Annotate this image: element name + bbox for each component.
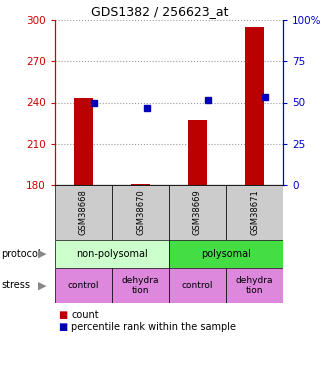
Bar — [226, 268, 283, 303]
Bar — [55, 185, 112, 240]
Bar — [169, 240, 283, 268]
Text: count: count — [71, 310, 99, 320]
Bar — [188, 120, 207, 185]
Text: GSM38670: GSM38670 — [136, 190, 145, 236]
Text: control: control — [182, 281, 213, 290]
Text: polysomal: polysomal — [201, 249, 251, 259]
Text: protocol: protocol — [2, 249, 41, 259]
Bar — [131, 184, 150, 185]
Text: percentile rank within the sample: percentile rank within the sample — [71, 322, 236, 332]
Bar — [55, 268, 112, 303]
Bar — [74, 98, 93, 185]
Text: ■: ■ — [58, 310, 68, 320]
Text: stress: stress — [2, 280, 31, 291]
Bar — [244, 27, 264, 185]
Bar — [226, 185, 283, 240]
Text: GDS1382 / 256623_at: GDS1382 / 256623_at — [91, 5, 229, 18]
Bar — [169, 185, 226, 240]
Text: ■: ■ — [58, 322, 68, 332]
Text: GSM38671: GSM38671 — [250, 190, 259, 236]
Text: GSM38669: GSM38669 — [193, 190, 202, 236]
Bar — [55, 240, 169, 268]
Text: control: control — [68, 281, 99, 290]
Bar — [112, 268, 169, 303]
Text: dehydra
tion: dehydra tion — [236, 276, 273, 295]
Bar — [169, 268, 226, 303]
Text: GSM38668: GSM38668 — [79, 190, 88, 236]
Bar — [112, 185, 169, 240]
Text: ▶: ▶ — [38, 249, 46, 259]
Text: dehydra
tion: dehydra tion — [122, 276, 159, 295]
Text: ▶: ▶ — [38, 280, 46, 291]
Text: non-polysomal: non-polysomal — [76, 249, 148, 259]
